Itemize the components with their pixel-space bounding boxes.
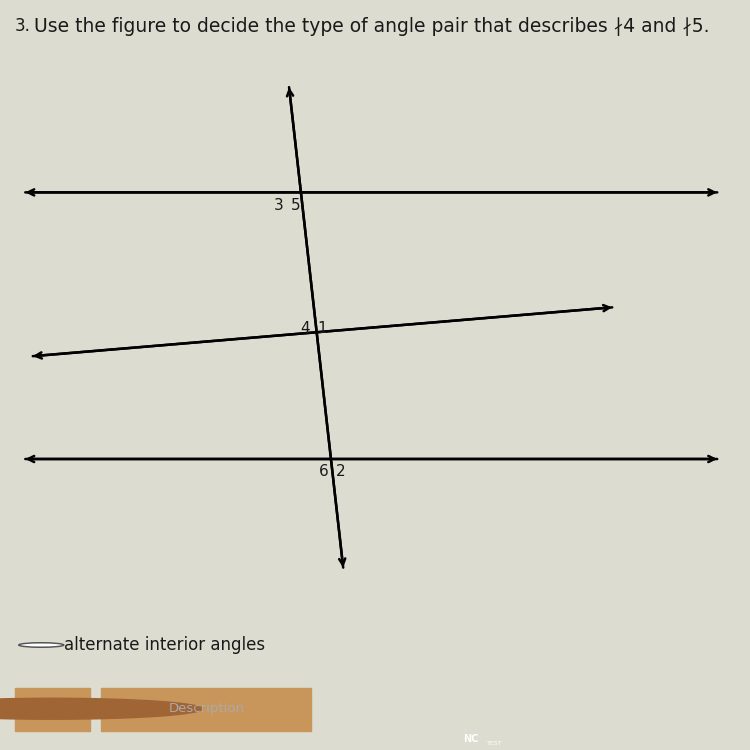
Circle shape bbox=[19, 643, 64, 647]
Text: 4: 4 bbox=[300, 321, 310, 336]
Text: TEST: TEST bbox=[488, 741, 502, 746]
Text: 5: 5 bbox=[291, 198, 301, 213]
Bar bbox=[15, 688, 90, 730]
Text: 3: 3 bbox=[274, 198, 284, 213]
Bar bbox=[101, 688, 311, 730]
Circle shape bbox=[0, 698, 202, 719]
Text: 6: 6 bbox=[319, 464, 328, 478]
Text: alternate interior angles: alternate interior angles bbox=[64, 636, 265, 654]
Text: 2: 2 bbox=[336, 464, 346, 478]
Text: Description: Description bbox=[168, 702, 244, 715]
Text: 1: 1 bbox=[317, 321, 327, 336]
Text: 3.: 3. bbox=[15, 17, 31, 34]
Text: Use the figure to decide the type of angle pair that describes ∤4 and ∤5.: Use the figure to decide the type of ang… bbox=[34, 17, 709, 36]
Text: NC: NC bbox=[464, 734, 478, 743]
